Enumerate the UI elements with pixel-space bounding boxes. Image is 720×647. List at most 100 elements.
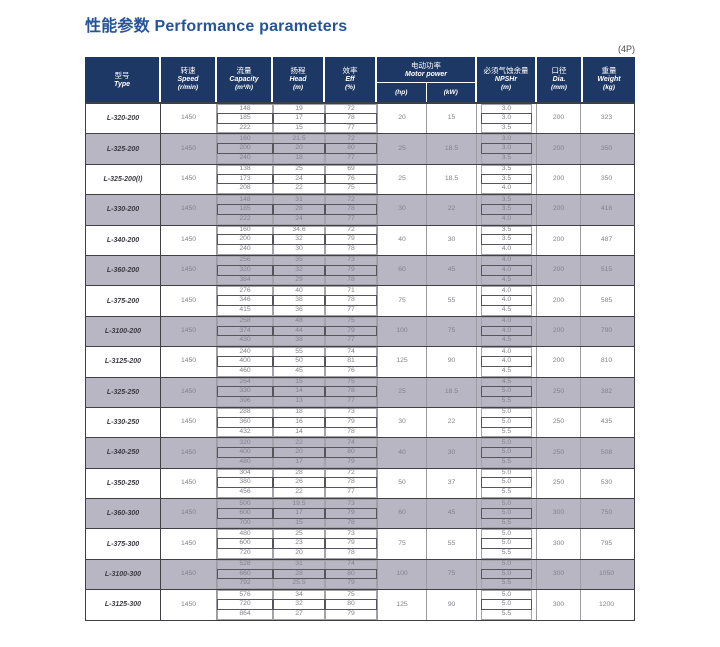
header-motor-power: 电动功率 Motor power (hp) (kW) xyxy=(377,57,477,102)
head-cell: 38 xyxy=(273,335,325,347)
motor-kw-cell: 15 xyxy=(427,104,477,134)
capacity-cell: 374 xyxy=(217,325,273,337)
head-cell: 44 xyxy=(273,325,325,337)
npshr-cell: 4.0 xyxy=(481,183,532,195)
performance-table: 型号 Type 转速 Speed (r/min) 流量 Capacity (m³… xyxy=(85,57,635,621)
npshr-cell: 4.0 xyxy=(481,295,532,306)
motor-hp-cell: 100 xyxy=(377,316,427,347)
npshr-cell: 3.5 xyxy=(481,122,532,134)
weight-cell: 530 xyxy=(600,478,613,486)
capacity-cell: 380 xyxy=(217,477,273,489)
header-type: 型号 Type xyxy=(85,57,161,102)
eff-cell: 78 xyxy=(325,112,377,124)
speed-cell: 1450 xyxy=(161,499,217,529)
model-cell: L-330-250 xyxy=(86,407,161,438)
table-row: L-325-250 1450 264 330 396 15 14 13 75 78 77 4.5 5.0… xyxy=(86,377,634,408)
speed-cell: 1450 xyxy=(161,590,217,620)
header-head: 扬程 Head (m) xyxy=(273,57,325,102)
model-cell: L-340-250 xyxy=(86,438,161,468)
head-cell: 15 xyxy=(273,122,325,134)
speed-cell: 1450 xyxy=(161,316,217,347)
eff-cell: 77 xyxy=(325,122,377,134)
capacity-cell: 792 xyxy=(217,578,273,590)
motor-kw-cell: 90 xyxy=(427,590,477,620)
motor-kw-cell: 30 xyxy=(427,438,477,468)
eff-cell: 78 xyxy=(325,203,377,215)
header-weight-unit: (kg) xyxy=(603,84,615,92)
head-cell: 14 xyxy=(273,386,325,398)
eff-cell: 79 xyxy=(325,325,377,337)
npshr-cell: 5.0 xyxy=(481,477,532,489)
capacity-cell: 400 xyxy=(217,447,273,458)
npshr-cell: 3.0 xyxy=(481,112,532,124)
eff-cell: 78 xyxy=(325,274,377,286)
pole-note: (4P) xyxy=(617,44,635,54)
eff-cell: 80 xyxy=(325,447,377,458)
table-row: L-340-250 1450 320 400 480 22 20 17 74 80 79 5.0 5.0… xyxy=(86,438,634,469)
motor-kw-cell: 55 xyxy=(427,529,477,559)
dia-cell: 200 xyxy=(536,134,581,164)
table-row: L-3125-300 1450 576 720 864 34 32 27 75 80 79 5.0 5.… xyxy=(86,590,634,620)
motor-hp-cell: 25 xyxy=(377,164,427,195)
model-cell: L-320-200 xyxy=(86,104,161,134)
speed-cell: 1450 xyxy=(161,438,217,468)
eff-cell: 80 xyxy=(325,599,377,610)
speed-cell: 1450 xyxy=(161,195,217,225)
head-cell: 29 xyxy=(273,274,325,286)
header-weight-en: Weight xyxy=(597,76,621,84)
capacity-cell: 396 xyxy=(217,396,273,407)
head-cell: 27 xyxy=(273,608,325,620)
table-row: L-340-200 1450 160 200 240 34.6 32 30 72 79 78 3.5 3… xyxy=(86,225,634,256)
npshr-cell: 4.0 xyxy=(481,264,532,276)
eff-cell: 80 xyxy=(325,143,377,154)
head-cell: 36 xyxy=(273,304,325,316)
capacity-cell: 320 xyxy=(217,264,273,276)
head-cell: 24 xyxy=(273,173,325,185)
speed-cell: 1450 xyxy=(161,225,217,255)
model-cell: L-3100-200 xyxy=(86,316,161,347)
motor-kw-cell: 55 xyxy=(427,286,477,316)
head-cell: 45 xyxy=(273,365,325,377)
dia-cell: 200 xyxy=(536,164,581,195)
weight-cell: 515 xyxy=(600,266,613,274)
head-cell: 20 xyxy=(273,447,325,458)
header-npshr: 必须气蚀余量 NPSHr (m) xyxy=(477,57,537,102)
table-row: L-3100-300 1450 528 660 792 31 28 25.5 74 80 79 5.0… xyxy=(86,559,634,591)
capacity-cell: 200 xyxy=(217,234,273,246)
motor-hp-cell: 75 xyxy=(377,286,427,316)
npshr-cell: 4.0 xyxy=(481,213,532,225)
eff-cell: 78 xyxy=(325,244,377,255)
npshr-cell: 3.0 xyxy=(481,143,532,154)
header-capacity: 流量 Capacity (m³/h) xyxy=(217,57,273,102)
npshr-cell: 3.5 xyxy=(481,173,532,185)
speed-cell: 1450 xyxy=(161,164,217,195)
head-cell: 32 xyxy=(273,599,325,610)
header-capacity-unit: (m³/h) xyxy=(234,84,254,92)
head-cell: 38 xyxy=(273,295,325,306)
table-row: L-325-200(I) 1450 138 173 208 25 24 22 69 76 75 3.5… xyxy=(86,164,634,196)
header-head-en: Head xyxy=(289,76,307,84)
capacity-cell: 185 xyxy=(217,203,273,215)
capacity-cell: 200 xyxy=(217,143,273,154)
capacity-cell: 173 xyxy=(217,173,273,185)
motor-hp-cell: 125 xyxy=(377,590,427,620)
eff-cell: 78 xyxy=(325,426,377,438)
capacity-cell: 430 xyxy=(217,335,273,347)
header-motor-en: Motor power xyxy=(405,70,447,78)
npshr-cell: 5.0 xyxy=(481,386,532,398)
model-cell: L-360-300 xyxy=(86,499,161,529)
header-eff-unit: (%) xyxy=(344,84,356,92)
header-npshr-en: NPSHr xyxy=(494,76,518,84)
npshr-cell: 5.5 xyxy=(481,456,532,468)
head-cell: 13 xyxy=(273,396,325,407)
capacity-cell: 720 xyxy=(217,548,273,559)
eff-cell: 78 xyxy=(325,517,377,529)
head-cell: 32 xyxy=(273,264,325,276)
npshr-cell: 5.5 xyxy=(481,608,532,620)
motor-kw-cell: 22 xyxy=(427,407,477,438)
npshr-cell: 5.0 xyxy=(481,416,532,428)
model-cell: L-3100-300 xyxy=(86,559,161,590)
head-cell: 17 xyxy=(273,507,325,519)
header-weight-zh: 重量 xyxy=(601,66,617,76)
